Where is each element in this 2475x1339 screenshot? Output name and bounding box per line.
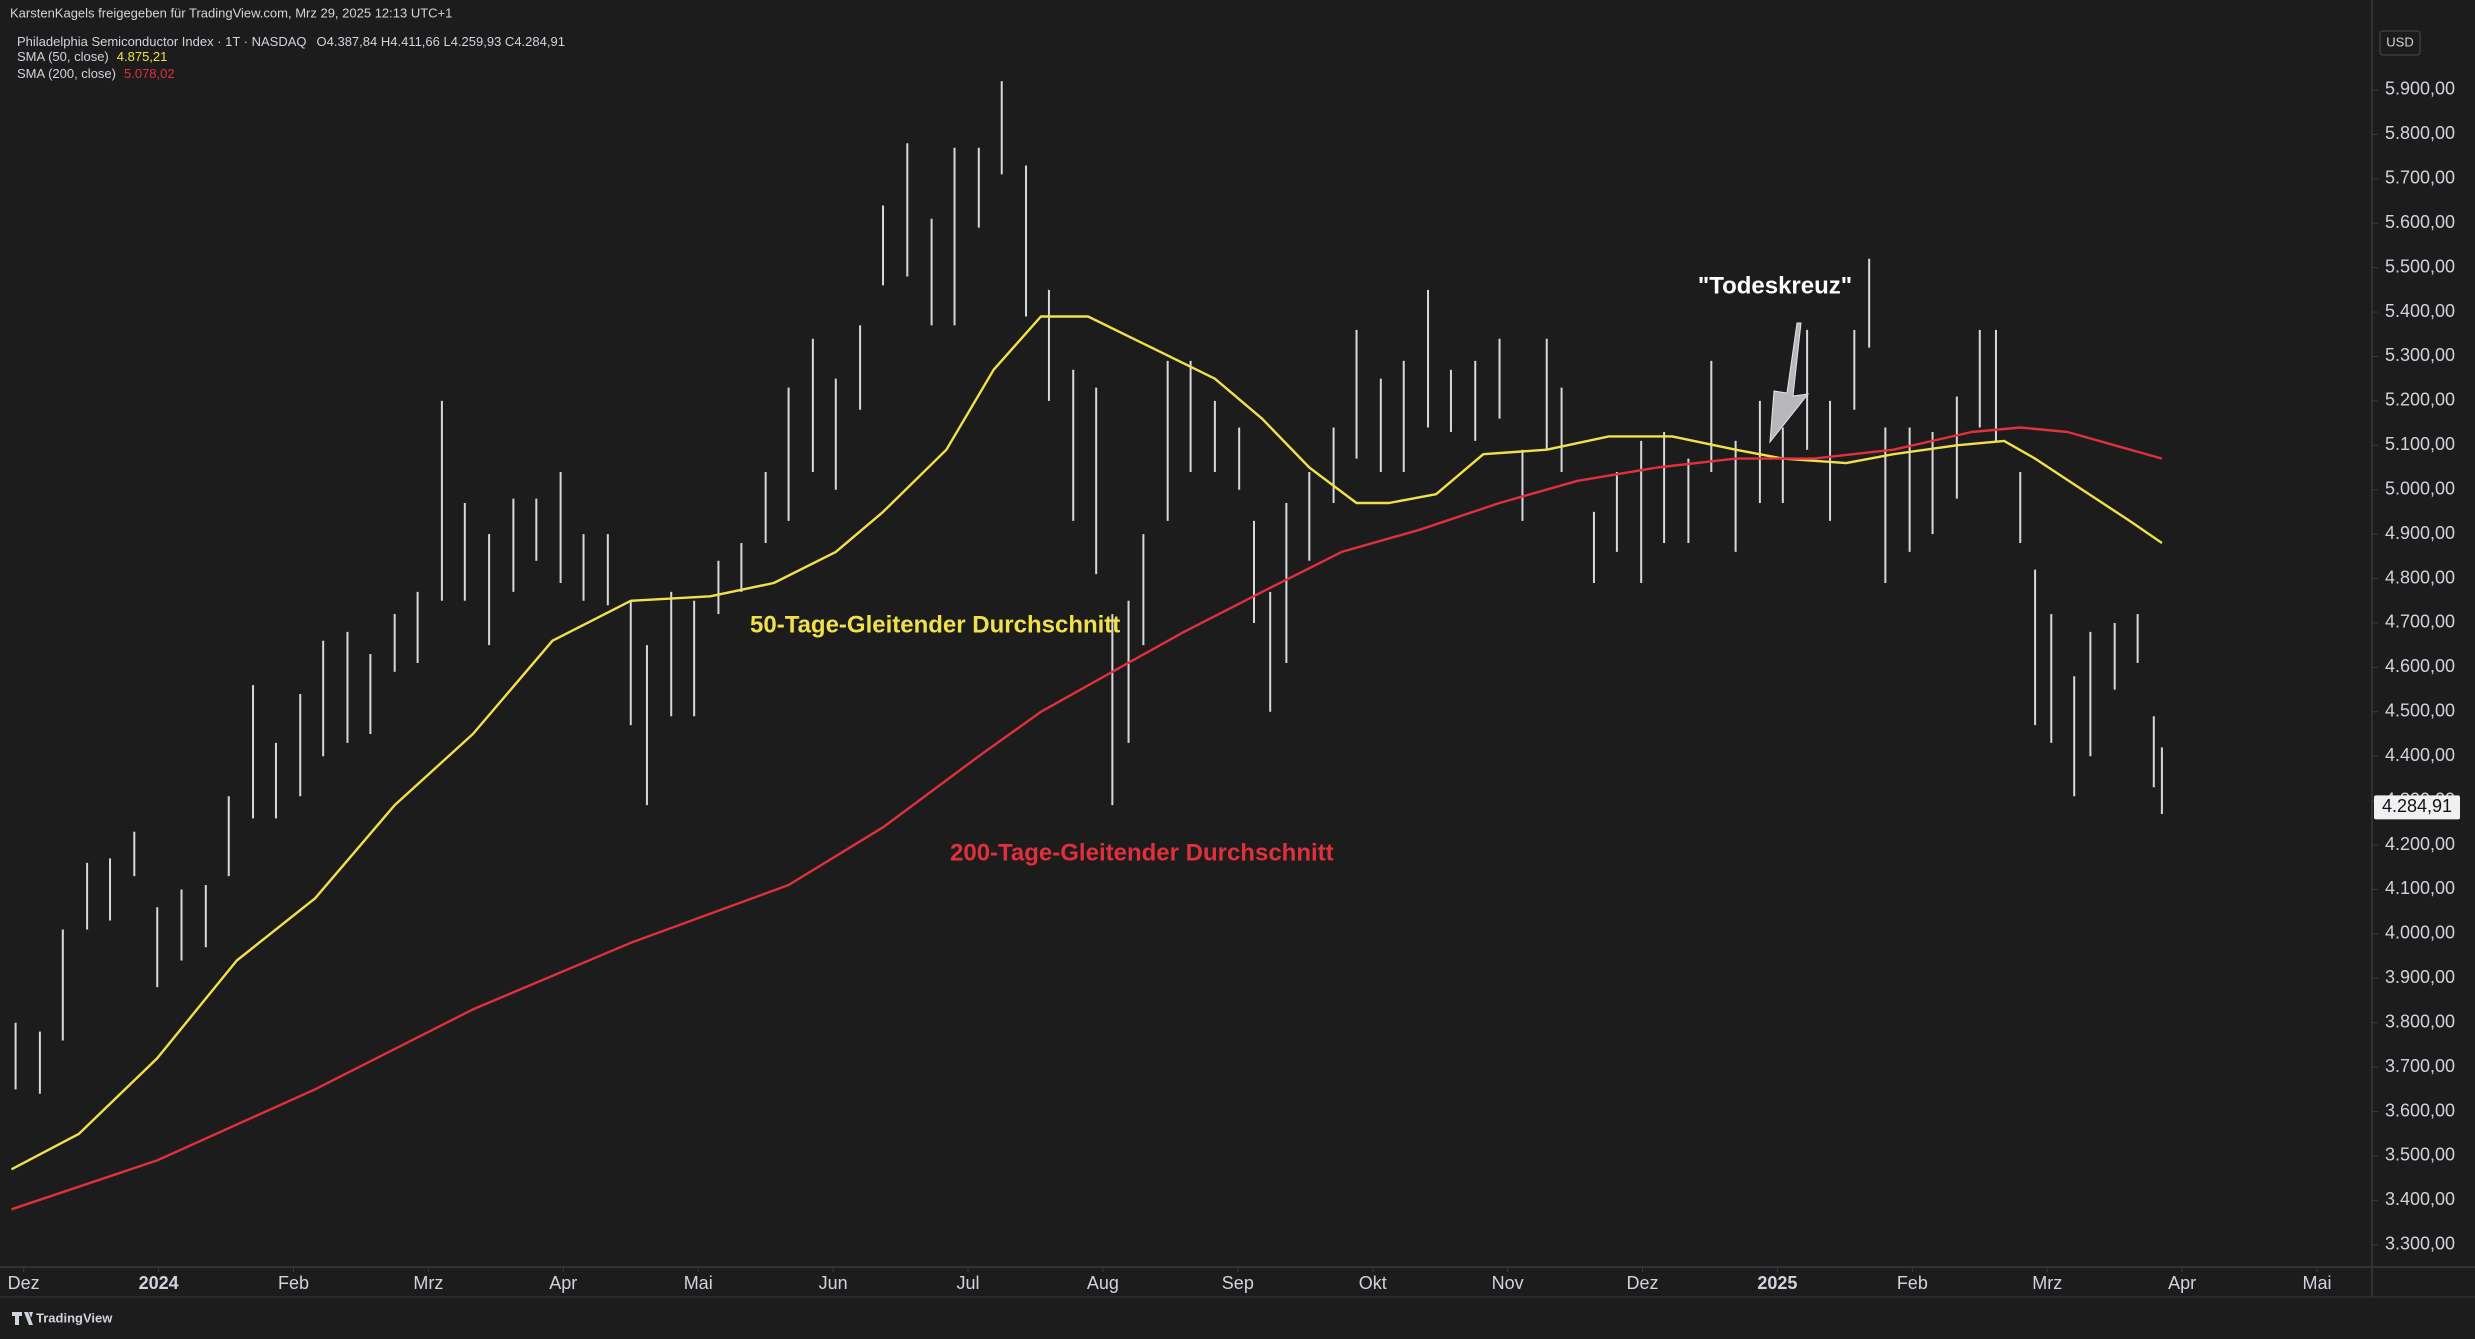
legend-name: SMA (200, close) xyxy=(17,66,116,81)
x-tick-label: Jun xyxy=(819,1273,848,1293)
x-tick-label: Mrz xyxy=(413,1273,443,1293)
x-tick-label: Feb xyxy=(278,1273,309,1293)
moving-average-line xyxy=(11,426,2163,1211)
x-tick-label: Feb xyxy=(1897,1273,1928,1293)
x-tick-label: Mrz xyxy=(2032,1273,2062,1293)
y-tick-label: 3.800,00 xyxy=(2385,1011,2455,1031)
annotation: "Todeskreuz" xyxy=(1698,272,1852,299)
ohlc-values: O4.387,84 H4.411,66 L4.259,93 C4.284,91 xyxy=(317,34,565,49)
x-tick-label: Dez xyxy=(8,1273,40,1293)
legend-entry: SMA (50, close) 4.875,21 xyxy=(17,49,167,64)
annotation: 50-Tage-Gleitender Durchschnitt xyxy=(750,611,1120,638)
x-tick-label: 2024 xyxy=(139,1273,179,1293)
y-tick-label: 4.200,00 xyxy=(2385,834,2455,854)
y-tick-label: 5.700,00 xyxy=(2385,168,2455,188)
y-tick-label: 4.800,00 xyxy=(2385,567,2455,587)
y-tick-label: 5.300,00 xyxy=(2385,345,2455,365)
y-tick-label: 3.600,00 xyxy=(2385,1100,2455,1120)
x-tick-label: Okt xyxy=(1359,1273,1387,1293)
y-tick-label: 3.300,00 xyxy=(2385,1234,2455,1254)
x-tick-label: Nov xyxy=(1492,1273,1524,1293)
x-tick-label: Mai xyxy=(2303,1273,2332,1293)
instrument-name: Philadelphia Semiconductor Index · 1T · … xyxy=(17,34,307,49)
y-tick-label: 4.100,00 xyxy=(2385,878,2455,898)
y-tick-label: 5.400,00 xyxy=(2385,301,2455,321)
y-tick-label: 4.900,00 xyxy=(2385,523,2455,543)
y-tick-label: 5.800,00 xyxy=(2385,123,2455,143)
last-price-tag xyxy=(2374,795,2460,820)
currency: USD xyxy=(2386,34,2413,49)
legend-value: 4.875,21 xyxy=(117,49,168,64)
y-tick-label: 5.900,00 xyxy=(2385,79,2455,99)
legend-title: Philadelphia Semiconductor Index · 1T · … xyxy=(17,34,565,49)
x-tick-label: Apr xyxy=(549,1273,577,1293)
y-tick-label: 5.100,00 xyxy=(2385,434,2455,454)
y-tick-label: 4.400,00 xyxy=(2385,745,2455,765)
y-tick-label: 5.200,00 xyxy=(2385,390,2455,410)
y-tick-label: 3.500,00 xyxy=(2385,1145,2455,1165)
y-tick-label: 5.500,00 xyxy=(2385,256,2455,276)
legend-value: 5.078,02 xyxy=(124,66,175,81)
x-tick-label: Mai xyxy=(684,1273,713,1293)
y-tick-label: 3.400,00 xyxy=(2385,1189,2455,1209)
y-tick-label: 5.600,00 xyxy=(2385,212,2455,232)
legend-name: SMA (50, close) xyxy=(17,49,109,64)
footer-brand: TradingView xyxy=(36,1310,113,1325)
legend-entry: SMA (200, close) 5.078,02 xyxy=(17,66,175,81)
annotation: 200-Tage-Gleitender Durchschnitt xyxy=(950,839,1334,866)
tradingview-logo xyxy=(12,1312,33,1325)
y-tick-label: 3.700,00 xyxy=(2385,1056,2455,1076)
y-tick-label: 4.000,00 xyxy=(2385,923,2455,943)
moving-average-line xyxy=(10,315,2163,1171)
attribution: KarstenKagels freigegeben für TradingVie… xyxy=(10,5,452,20)
y-tick-label: 4.700,00 xyxy=(2385,612,2455,632)
x-tick-label: Dez xyxy=(1627,1273,1659,1293)
annotation-arrow xyxy=(1769,322,1810,444)
x-tick-label: 2025 xyxy=(1757,1273,1797,1293)
y-tick-label: 3.900,00 xyxy=(2385,967,2455,987)
last-price-label: 4.284,91 xyxy=(2382,796,2452,816)
x-tick-label: Jul xyxy=(957,1273,980,1293)
x-tick-label: Apr xyxy=(2168,1273,2196,1293)
y-tick-label: 4.500,00 xyxy=(2385,701,2455,721)
y-tick-label: 4.600,00 xyxy=(2385,656,2455,676)
currency-box xyxy=(2379,30,2421,56)
x-tick-label: Sep xyxy=(1222,1273,1254,1293)
x-tick-label: Aug xyxy=(1087,1273,1119,1293)
y-tick-label: 5.000,00 xyxy=(2385,478,2455,498)
